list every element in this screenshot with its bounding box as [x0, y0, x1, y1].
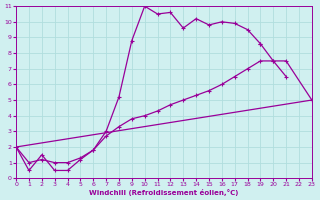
X-axis label: Windchill (Refroidissement éolien,°C): Windchill (Refroidissement éolien,°C) — [89, 189, 239, 196]
